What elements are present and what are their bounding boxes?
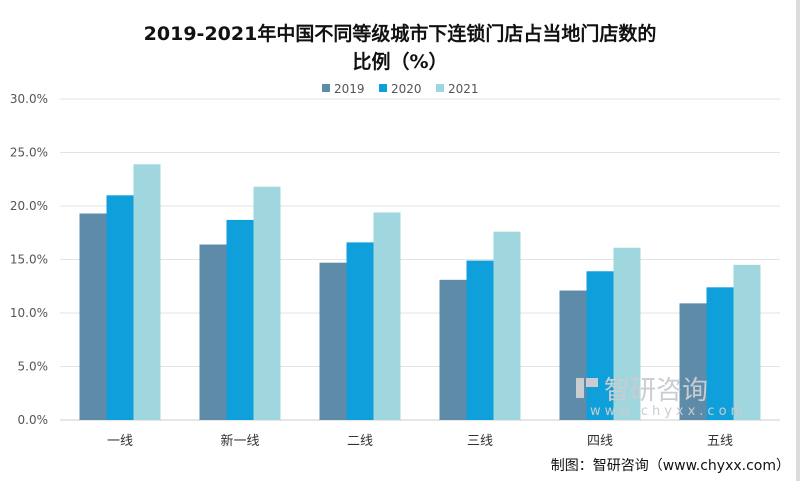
bar-2021-0	[133, 164, 161, 420]
watermark-logo-icon	[576, 378, 584, 398]
bar-2021-4	[613, 247, 641, 420]
bar-2020-1	[226, 219, 254, 420]
y-tick-label: 10.0%	[10, 306, 48, 320]
watermark-brand: 智研咨询	[604, 376, 708, 406]
bar-2020-2	[346, 242, 374, 420]
watermark-url: www.chyxx.com	[590, 404, 747, 419]
chart-title-line1: 2019-2021年中国不同等级城市下连锁门店占当地门店数的	[144, 22, 657, 45]
x-tick-label: 一线	[107, 434, 133, 449]
y-tick-label: 0.0%	[18, 413, 49, 427]
legend-swatch-2019	[322, 84, 330, 92]
y-tick-label: 5.0%	[18, 360, 49, 374]
bar-2019-0	[79, 213, 107, 420]
legend-label: 2019	[334, 82, 365, 96]
y-tick-label: 15.0%	[10, 253, 48, 267]
x-tick-label: 五线	[707, 434, 733, 449]
y-tick-label: 30.0%	[10, 92, 48, 106]
bar-2020-0	[106, 195, 134, 420]
bar-2020-5	[706, 287, 734, 420]
legend: 2019 2020 2021	[322, 82, 479, 96]
bar-2019-1	[199, 244, 227, 420]
bar-2020-4	[586, 271, 614, 420]
bar-2021-2	[373, 212, 401, 420]
bar-2021-1	[253, 186, 281, 420]
legend-swatch-2021	[436, 84, 444, 92]
x-tick-label: 二线	[347, 434, 373, 449]
watermark-logo-icon-part	[586, 378, 598, 387]
bars	[79, 164, 761, 420]
bar-2019-5	[679, 303, 707, 420]
bar-2019-3	[439, 279, 467, 420]
watermark: 智研咨询 www.chyxx.com	[576, 376, 747, 419]
bar-2019-4	[559, 290, 587, 420]
gridlines: 0.0% 5.0% 10.0% 15.0% 20.0% 25.0% 30.0%	[10, 92, 780, 427]
x-tick-label: 四线	[587, 434, 613, 449]
legend-label: 2020	[391, 82, 422, 96]
bar-2021-3	[493, 231, 521, 420]
x-tick-label: 三线	[467, 434, 493, 449]
bar-2021-5	[733, 264, 761, 420]
chart-title-line2: 比例（%）	[352, 50, 447, 73]
source-note: 制图：智研咨询（www.chyxx.com）	[551, 458, 790, 474]
legend-swatch-2020	[379, 84, 387, 92]
y-tick-label: 20.0%	[10, 199, 48, 213]
border	[796, 0, 800, 481]
x-axis-labels: 一线 新一线 二线 三线 四线 五线	[107, 433, 733, 449]
bar-2020-3	[466, 260, 494, 420]
x-tick-label: 新一线	[220, 433, 259, 449]
legend-label: 2021	[448, 82, 479, 96]
y-tick-label: 25.0%	[10, 146, 48, 160]
bar-2019-2	[319, 262, 347, 420]
